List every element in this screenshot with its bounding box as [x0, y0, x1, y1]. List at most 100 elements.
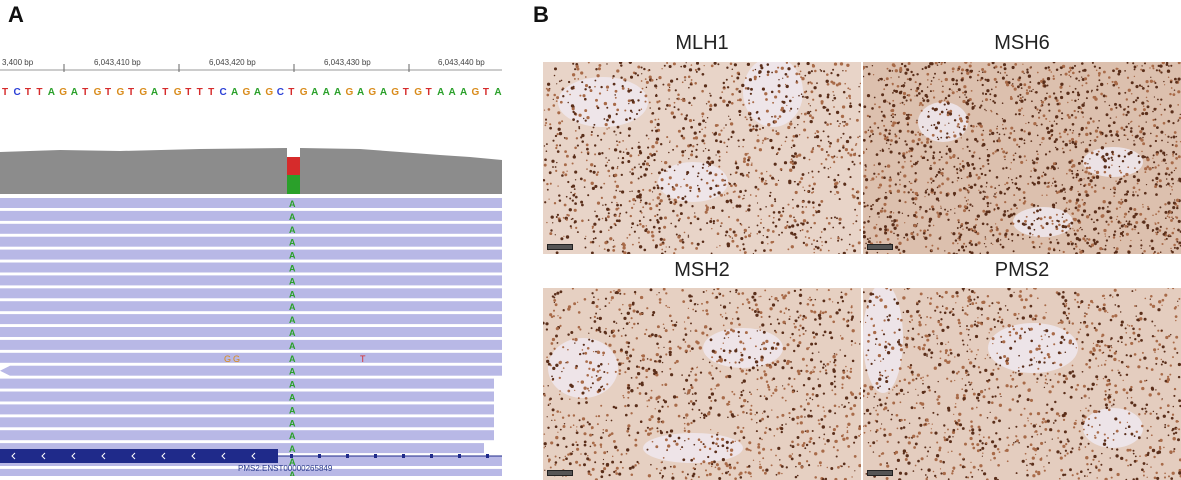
- nucleus: [638, 142, 639, 143]
- nucleus: [690, 350, 691, 351]
- nucleus: [708, 149, 710, 151]
- nucleus: [1056, 148, 1059, 151]
- nucleus: [930, 351, 933, 354]
- nucleus: [781, 294, 783, 296]
- nucleus: [1023, 197, 1025, 199]
- nucleus: [572, 199, 574, 201]
- nucleus: [631, 327, 633, 329]
- nucleus: [982, 92, 984, 94]
- nucleus: [798, 73, 800, 75]
- nucleus: [1004, 184, 1006, 186]
- nucleus: [623, 317, 626, 320]
- nucleus: [1013, 250, 1015, 252]
- nucleus: [899, 199, 902, 202]
- nucleus: [840, 349, 841, 350]
- nucleus: [719, 152, 720, 153]
- nucleus: [615, 190, 617, 192]
- nucleus: [665, 329, 668, 332]
- nucleus: [986, 251, 989, 254]
- nucleus: [1040, 105, 1042, 107]
- nucleus: [551, 342, 554, 345]
- nucleus: [1118, 181, 1121, 184]
- nucleus: [1017, 220, 1020, 223]
- nucleus: [902, 250, 905, 253]
- nucleus: [567, 390, 570, 393]
- nucleus: [723, 127, 724, 128]
- nucleus: [833, 106, 835, 108]
- nucleus: [631, 227, 632, 228]
- nucleus: [1080, 470, 1083, 473]
- nucleus: [827, 467, 828, 468]
- nucleus: [948, 341, 949, 342]
- nucleus: [1032, 161, 1035, 164]
- nucleus: [748, 156, 751, 159]
- nucleus: [898, 152, 901, 155]
- nucleus: [1048, 110, 1050, 112]
- nucleus: [1069, 140, 1071, 142]
- nucleus: [1169, 211, 1172, 214]
- nucleus: [726, 151, 728, 153]
- nucleus: [1041, 175, 1043, 177]
- nucleus: [560, 101, 563, 104]
- nucleus: [627, 427, 630, 430]
- nucleus: [666, 171, 667, 172]
- nucleus: [891, 220, 893, 222]
- nucleus: [957, 157, 959, 159]
- nucleus: [1011, 84, 1013, 86]
- nucleus: [1090, 140, 1092, 142]
- nucleus: [660, 336, 662, 338]
- nucleus: [628, 434, 630, 436]
- nucleus: [642, 354, 645, 357]
- nucleus: [827, 154, 830, 157]
- nucleus: [665, 305, 667, 307]
- nucleus: [992, 234, 994, 236]
- nucleus: [617, 168, 619, 170]
- nucleus: [687, 423, 690, 426]
- nucleus: [1065, 207, 1067, 209]
- nucleus: [831, 389, 833, 391]
- nucleus: [812, 148, 814, 150]
- nucleus: [802, 318, 804, 320]
- nucleus: [570, 192, 572, 194]
- nucleus: [1098, 79, 1100, 81]
- nucleus: [1126, 98, 1128, 100]
- nucleus: [1060, 341, 1063, 344]
- nucleus: [782, 296, 785, 299]
- nucleus: [579, 328, 581, 330]
- nucleus: [1083, 209, 1086, 212]
- nucleus: [773, 342, 775, 344]
- nucleus: [932, 155, 934, 157]
- nucleus: [900, 91, 902, 93]
- nucleus: [909, 181, 910, 182]
- nucleus: [968, 184, 970, 186]
- nucleus: [924, 196, 925, 197]
- nucleus: [907, 215, 909, 217]
- nucleus: [1002, 340, 1005, 343]
- nucleus: [649, 76, 652, 79]
- nucleus: [814, 452, 817, 455]
- nucleus: [722, 444, 725, 447]
- nucleus: [633, 204, 634, 205]
- nucleus: [989, 133, 991, 135]
- nucleus: [1060, 91, 1062, 93]
- nucleus: [1136, 316, 1137, 317]
- nucleus: [634, 439, 637, 442]
- nucleus: [1156, 181, 1158, 183]
- nucleus: [709, 362, 711, 364]
- nucleus: [877, 213, 878, 214]
- nucleus: [826, 439, 829, 442]
- nucleus: [746, 298, 748, 300]
- nucleus: [594, 80, 596, 82]
- nucleus: [572, 443, 575, 446]
- nucleus: [610, 291, 612, 293]
- nucleus: [690, 400, 693, 403]
- nucleus: [564, 423, 565, 424]
- nucleus: [1128, 89, 1131, 92]
- ihc-title-msh6: MSH6: [863, 32, 1181, 55]
- nucleus: [669, 314, 672, 317]
- nucleus: [1070, 396, 1073, 399]
- nucleus: [740, 352, 741, 353]
- nucleus: [774, 163, 777, 166]
- reference-base: G: [139, 87, 147, 98]
- nucleus: [810, 111, 812, 113]
